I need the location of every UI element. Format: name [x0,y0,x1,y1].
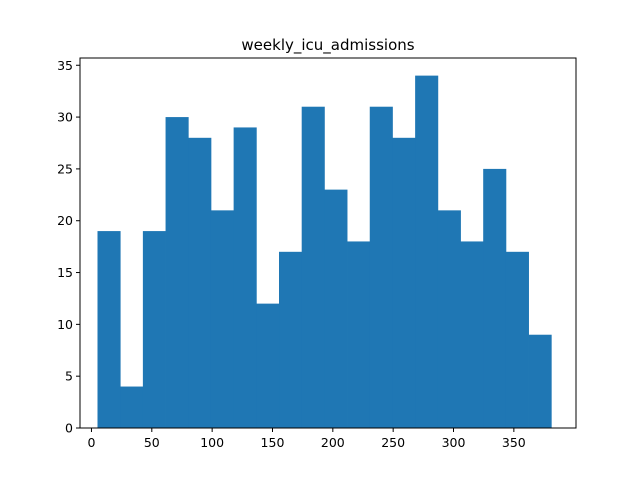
x-tick-label: 200 [321,435,345,450]
plot-frame [79,57,577,429]
x-tick-label: 300 [442,435,466,450]
histogram-bar [392,137,416,428]
x-tick-label: 250 [381,435,405,450]
histogram-bar [415,75,439,428]
histogram-bar [528,334,552,428]
histogram-bar [142,231,166,428]
histogram-bar [369,106,393,428]
histogram-bar [188,137,212,428]
x-axis-ticks: 0 50 100 150 200 250 300 350 [87,428,526,450]
histogram-bar [483,168,507,428]
y-tick-label: 0 [65,421,73,436]
y-tick-label: 15 [57,265,73,280]
histogram-bar [120,386,144,428]
histogram-bar [301,106,325,428]
y-tick-label: 25 [57,161,73,176]
y-axis-ticks: 0 5 10 15 20 25 30 35 [57,58,80,436]
y-tick-label: 5 [65,369,73,384]
x-tick-label: 100 [200,435,224,450]
histogram-bar [279,251,303,428]
histogram-bar [165,117,189,429]
bars-group [97,75,552,429]
y-tick-label: 30 [57,110,73,125]
y-tick-label: 20 [57,213,73,228]
histogram-bar [324,189,348,428]
histogram-bar [460,241,484,428]
histogram-bar [210,210,235,428]
x-tick-label: 350 [502,435,526,450]
histogram-bar [233,127,257,429]
histogram-bar [347,241,371,428]
x-tick-label: 50 [144,435,160,450]
x-tick-label: 0 [87,435,95,450]
x-tick-label: 150 [261,435,285,450]
y-tick-label: 10 [57,317,73,332]
histogram-bar [256,303,280,428]
histogram-bar [437,210,461,428]
histogram-bar [97,231,121,428]
chart-title: weekly_icu_admissions [241,36,414,55]
histogram-bar [505,251,529,428]
y-tick-label: 35 [57,58,73,73]
